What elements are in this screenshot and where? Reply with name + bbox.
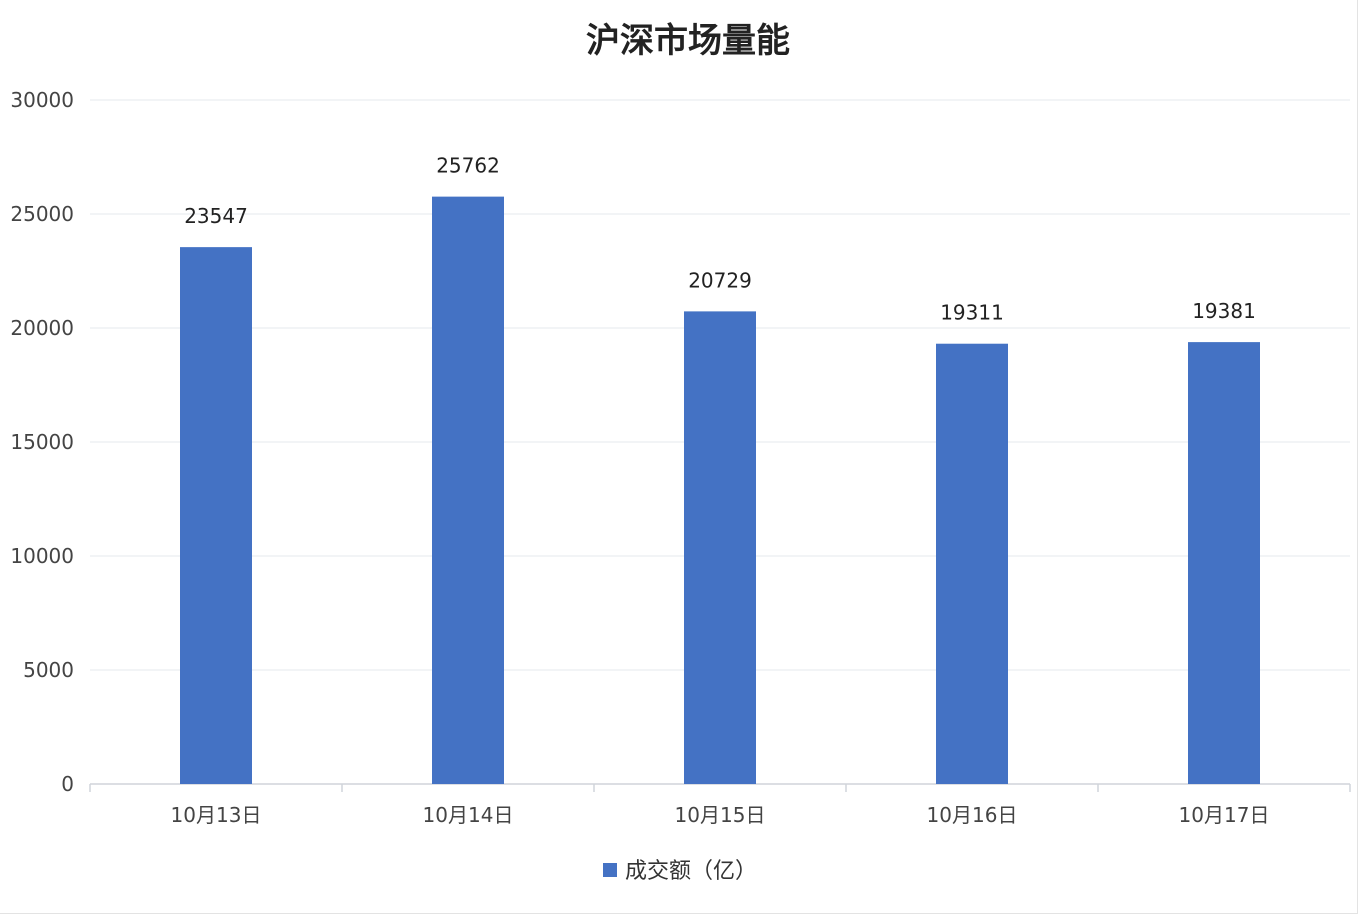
y-tick-label: 20000 <box>10 316 74 340</box>
x-tick-label: 10月16日 <box>927 803 1018 827</box>
bar <box>684 311 756 784</box>
data-label: 19381 <box>1192 299 1256 323</box>
bars <box>180 196 1260 784</box>
x-tick-label: 10月15日 <box>675 803 766 827</box>
bar <box>180 247 252 784</box>
y-tick-label: 15000 <box>10 430 74 454</box>
y-axis-tick-labels: 0 5000 10000 15000 20000 25000 30000 <box>10 88 74 796</box>
bar <box>432 196 504 784</box>
y-tick-label: 5000 <box>23 658 74 682</box>
y-tick-label: 25000 <box>10 202 74 226</box>
legend: 成交额（亿） <box>603 859 757 884</box>
x-tick-label: 10月14日 <box>423 803 514 827</box>
chart-title: 沪深市场量能 <box>586 21 790 61</box>
bar <box>936 343 1008 784</box>
x-axis-tick-labels: 10月13日 10月14日 10月15日 10月16日 10月17日 <box>171 803 1270 827</box>
y-tick-label: 30000 <box>10 88 74 112</box>
data-label: 25762 <box>436 154 500 178</box>
y-tick-label: 10000 <box>10 544 74 568</box>
data-labels: 23547 25762 20729 19311 19381 <box>184 154 1256 325</box>
x-tick-label: 10月13日 <box>171 803 262 827</box>
x-axis <box>89 783 1351 792</box>
data-label: 20729 <box>688 268 752 292</box>
data-label: 23547 <box>184 204 248 228</box>
bar <box>1188 342 1260 784</box>
data-label: 19311 <box>940 301 1004 325</box>
y-tick-label: 0 <box>61 772 74 796</box>
legend-swatch <box>603 863 617 877</box>
x-tick-label: 10月17日 <box>1179 803 1270 827</box>
legend-label: 成交额（亿） <box>625 859 757 884</box>
